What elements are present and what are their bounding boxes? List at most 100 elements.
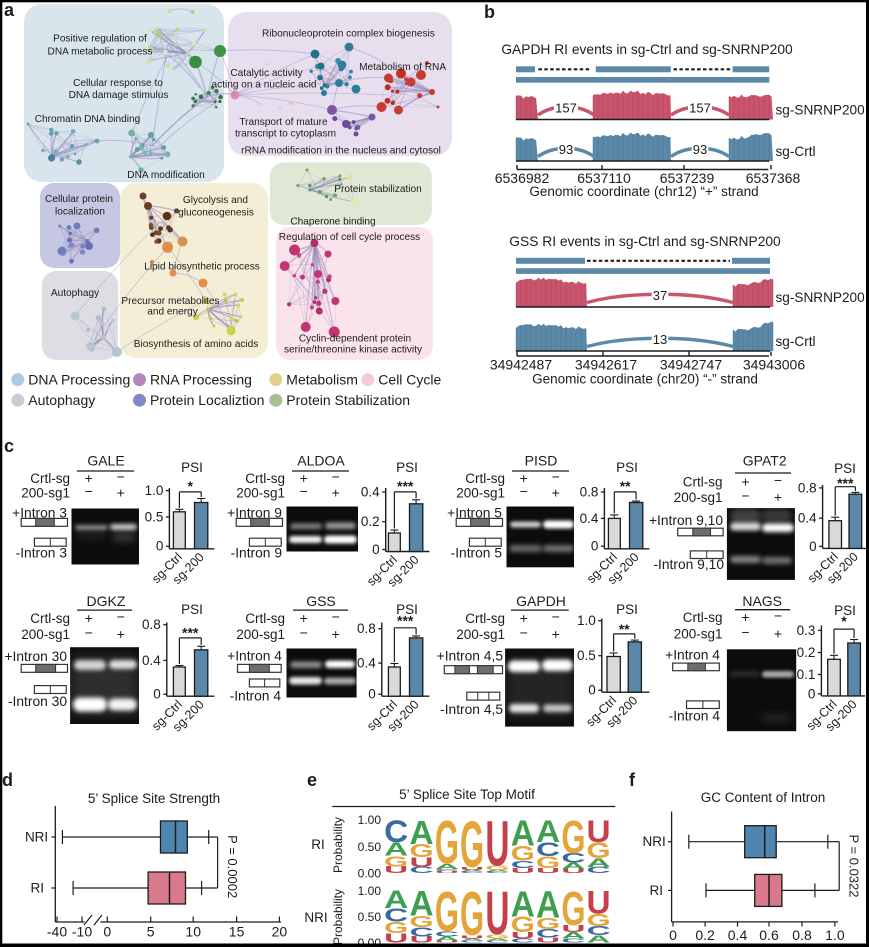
svg-text:NRI: NRI	[25, 830, 48, 845]
svg-text:PSI: PSI	[396, 602, 418, 617]
svg-text:U: U	[485, 808, 509, 880]
svg-text:Positive regulation of: Positive regulation of	[53, 34, 147, 45]
svg-text:localization: localization	[55, 207, 105, 218]
svg-text:34943006: 34943006	[743, 357, 806, 373]
svg-text:C: C	[384, 904, 408, 926]
svg-text:RNA Processing: RNA Processing	[150, 371, 252, 387]
svg-text:GALE: GALE	[87, 453, 124, 469]
svg-text:A: A	[587, 934, 611, 945]
svg-text:U: U	[561, 868, 585, 875]
svg-text:−: −	[332, 609, 340, 625]
svg-text:acting on a nucleic acid: acting on a nucleic acid	[212, 80, 317, 91]
svg-text:Precursor metabolites: Precursor metabolites	[121, 296, 219, 307]
svg-text:U: U	[536, 936, 560, 944]
svg-text:Genomic coordinate (chr12) “+: Genomic coordinate (chr12) “+” strand	[529, 184, 758, 199]
svg-text:***: ***	[837, 475, 854, 491]
svg-text:+Intron 9: +Intron 9	[227, 506, 282, 521]
svg-text:+: +	[85, 610, 93, 626]
svg-text:U: U	[435, 940, 459, 943]
svg-text:1.0: 1.0	[577, 613, 596, 628]
svg-text:+: +	[117, 485, 125, 501]
svg-text:Probability: Probability	[331, 889, 345, 945]
svg-text:6537368: 6537368	[746, 170, 801, 186]
svg-text:6537110: 6537110	[577, 170, 631, 186]
svg-text:A: A	[384, 839, 408, 860]
svg-text:Probability: Probability	[331, 817, 345, 873]
svg-text:1.00: 1.00	[358, 884, 382, 898]
svg-text:G: G	[435, 809, 459, 877]
svg-text:PSI: PSI	[616, 602, 638, 617]
svg-text:U: U	[587, 814, 611, 849]
svg-text:C: C	[435, 869, 459, 872]
svg-text:0.50: 0.50	[358, 840, 382, 854]
svg-text:157: 157	[689, 101, 711, 116]
svg-text:0.2: 0.2	[361, 514, 380, 529]
svg-text:Autophagy: Autophagy	[28, 392, 95, 408]
svg-text:0.6: 0.6	[759, 927, 779, 943]
svg-text:−: −	[520, 624, 528, 640]
svg-text:20: 20	[272, 924, 288, 940]
svg-text:**: **	[619, 621, 630, 637]
svg-text:-Intron 5: -Intron 5	[451, 546, 503, 561]
svg-text:DNA metabolic process: DNA metabolic process	[48, 47, 153, 58]
svg-text:G: G	[561, 812, 585, 864]
svg-text:A: A	[410, 815, 434, 852]
svg-text:200-sg1: 200-sg1	[674, 490, 723, 505]
svg-text:C: C	[460, 871, 484, 873]
svg-text:U: U	[561, 923, 585, 934]
svg-text:Autophagy: Autophagy	[51, 288, 100, 299]
svg-text:Cyclin-dependent protein: Cyclin-dependent protein	[299, 334, 411, 345]
svg-text:Cellular protein: Cellular protein	[45, 194, 113, 205]
svg-text:d: d	[2, 770, 13, 790]
svg-text:C: C	[384, 814, 408, 849]
svg-text:GC Content of Intron: GC Content of Intron	[701, 790, 826, 805]
svg-text:−: −	[774, 608, 782, 624]
svg-text:+Intron 3: +Intron 3	[12, 506, 67, 521]
svg-text:C: C	[536, 927, 560, 940]
svg-text:157: 157	[555, 101, 577, 116]
svg-text:0.8: 0.8	[580, 485, 599, 500]
svg-text:+: +	[520, 610, 528, 626]
svg-text:200-sg1: 200-sg1	[674, 627, 723, 642]
svg-text:0.2: 0.2	[797, 645, 816, 660]
svg-text:0.4: 0.4	[798, 511, 817, 526]
svg-text:-Intron 9: -Intron 9	[231, 546, 283, 561]
svg-text:U: U	[460, 934, 484, 939]
svg-text:+Intron 4: +Intron 4	[665, 648, 720, 663]
svg-text:-Intron 9,10: -Intron 9,10	[653, 557, 724, 572]
svg-text:G: G	[410, 913, 434, 931]
svg-text:Crtl-sg: Crtl-sg	[245, 611, 285, 626]
svg-text:Lipid biosynthetic process: Lipid biosynthetic process	[144, 262, 260, 273]
svg-text:−: −	[774, 472, 782, 488]
svg-text:A: A	[511, 814, 535, 853]
svg-text:Crtl-sg: Crtl-sg	[683, 475, 723, 490]
svg-text:G: G	[511, 913, 535, 937]
svg-text:***: ***	[397, 613, 414, 629]
svg-text:P = 0.0322: P = 0.0322	[847, 834, 862, 897]
svg-text:0.3: 0.3	[797, 623, 816, 638]
svg-text:0.5: 0.5	[577, 648, 596, 663]
svg-text:RI: RI	[311, 837, 325, 852]
svg-text:A: A	[587, 856, 611, 869]
svg-text:+: +	[300, 470, 308, 486]
svg-text:A: A	[435, 862, 459, 870]
svg-text:−: −	[85, 624, 93, 640]
svg-text:U: U	[536, 867, 560, 875]
svg-text:0: 0	[153, 687, 161, 702]
svg-text:A: A	[536, 884, 560, 926]
svg-text:200-sg1: 200-sg1	[456, 486, 505, 501]
svg-text:A: A	[536, 814, 560, 849]
svg-text:+Intron 30: +Intron 30	[4, 649, 67, 664]
svg-text:0: 0	[669, 927, 677, 943]
svg-text:*: *	[187, 478, 193, 494]
svg-text:GAPDH RI events in sg-Ctrl and: GAPDH RI events in sg-Ctrl and sg-SNRNP2…	[501, 42, 793, 57]
svg-text:200-sg1: 200-sg1	[236, 486, 285, 501]
svg-text:A: A	[485, 938, 509, 941]
svg-text:+: +	[741, 474, 749, 490]
svg-text:C: C	[561, 851, 585, 866]
svg-text:0.8: 0.8	[798, 480, 817, 495]
svg-text:0.00: 0.00	[358, 936, 382, 947]
svg-text:0.00: 0.00	[358, 867, 382, 881]
svg-text:0.4: 0.4	[580, 511, 599, 526]
svg-text:C: C	[410, 865, 434, 875]
